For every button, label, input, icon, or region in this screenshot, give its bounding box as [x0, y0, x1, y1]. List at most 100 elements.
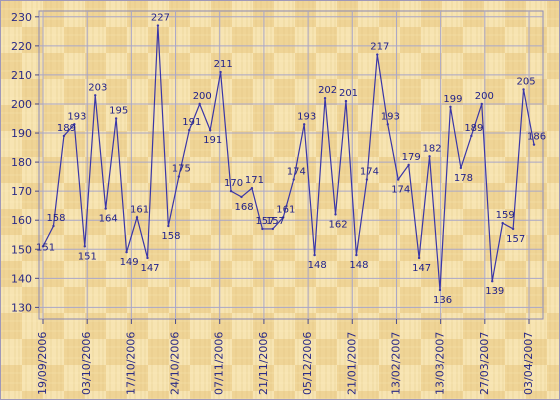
data-point-33 [386, 123, 389, 126]
data-label-40: 178 [454, 173, 473, 184]
x-tick-label-7: 21/01/2007 [345, 332, 358, 395]
data-label-35: 179 [402, 152, 421, 163]
data-label-44: 159 [496, 210, 515, 221]
data-point-27 [323, 96, 327, 100]
y-tick-label-150: 150 [11, 243, 32, 256]
x-tick-label-2: 17/10/2006 [124, 332, 137, 395]
data-point-14 [188, 128, 191, 132]
data-point-25 [302, 123, 306, 126]
data-label-14: 191 [182, 117, 201, 128]
y-tick-label-190: 190 [11, 127, 32, 140]
gridlines [39, 11, 543, 319]
data-label-41: 189 [464, 123, 483, 134]
data-label-23: 161 [276, 204, 295, 215]
data-point-41 [470, 134, 473, 138]
data-label-37: 182 [423, 143, 442, 154]
data-label-47: 186 [527, 132, 546, 143]
data-point-35 [407, 163, 410, 167]
data-label-12: 158 [161, 231, 180, 242]
data-label-26: 148 [308, 260, 327, 271]
data-point-45 [511, 227, 515, 231]
data-point-13 [177, 175, 181, 178]
data-label-1: 158 [46, 213, 65, 224]
y-tick-label-170: 170 [11, 185, 32, 198]
data-label-33: 193 [381, 111, 400, 122]
data-label-32: 217 [370, 42, 389, 53]
data-label-25: 193 [297, 111, 316, 122]
data-label-5: 203 [88, 82, 107, 93]
y-tick-label-160: 160 [11, 214, 32, 227]
data-label-36: 147 [412, 263, 431, 274]
data-label-4: 151 [78, 251, 97, 262]
data-point-36 [417, 256, 421, 260]
series-line [42, 25, 535, 290]
x-tick-label-4: 07/11/2006 [213, 332, 226, 395]
data-label-10: 147 [140, 263, 159, 274]
data-point-47 [532, 143, 536, 146]
data-label-22: 157 [266, 216, 285, 227]
data-point-5 [94, 94, 97, 97]
y-tick-label-130: 130 [11, 301, 32, 314]
y-tick-label-230: 230 [11, 11, 32, 24]
data-point-40 [459, 166, 463, 170]
data-label-29: 201 [339, 88, 358, 99]
data-label-31: 174 [360, 167, 379, 178]
x-tick-label-9: 13/03/2007 [434, 332, 447, 395]
data-point-46 [522, 88, 525, 91]
data-point-37 [428, 155, 431, 158]
data-point-15 [198, 102, 201, 106]
data-label-7: 195 [109, 106, 128, 117]
data-point-43 [491, 280, 494, 283]
series-line-group [41, 24, 536, 292]
data-point-4 [83, 245, 86, 248]
data-label-0: 151 [36, 242, 55, 253]
data-label-21: 157 [255, 216, 274, 227]
x-tick-label-6: 05/12/2006 [301, 332, 314, 395]
data-point-44 [501, 221, 504, 225]
data-point-11 [156, 24, 160, 27]
data-point-24 [292, 178, 295, 181]
data-point-7 [114, 117, 118, 120]
data-point-28 [334, 213, 337, 216]
data-label-17: 211 [214, 59, 233, 70]
data-point-34 [396, 178, 400, 181]
data-point-19 [240, 195, 243, 199]
x-tick-label-10: 27/03/2007 [478, 332, 491, 395]
x-tick-label-3: 24/10/2006 [169, 332, 182, 395]
data-label-20: 171 [245, 175, 264, 186]
data-label-28: 162 [329, 219, 348, 230]
data-point-20 [250, 187, 254, 190]
data-point-12 [167, 224, 170, 228]
y-tick-label-210: 210 [11, 69, 32, 82]
data-label-13: 175 [172, 164, 191, 175]
data-point-1 [52, 224, 55, 228]
x-tick-label-8: 13/02/2007 [389, 332, 402, 395]
data-point-9 [135, 216, 139, 219]
y-tick-label-200: 200 [11, 98, 32, 111]
data-point-18 [229, 189, 233, 193]
x-tick-label-1: 03/10/2006 [80, 332, 93, 395]
data-label-18: 170 [224, 178, 243, 189]
data-label-16: 191 [203, 135, 222, 146]
data-label-24: 174 [287, 167, 306, 178]
plot-area-border [38, 10, 544, 320]
y-tick-label-180: 180 [11, 156, 32, 169]
data-point-22 [271, 227, 275, 231]
data-point-32 [376, 53, 379, 56]
data-label-3: 193 [67, 111, 86, 122]
data-point-2 [62, 134, 66, 138]
data-label-6: 164 [99, 214, 118, 225]
x-tick-label-0: 19/09/2006 [36, 332, 49, 395]
data-point-26 [313, 253, 316, 257]
x-tick-label-11: 03/04/2007 [522, 332, 535, 395]
data-point-42 [480, 102, 483, 106]
data-label-39: 199 [443, 94, 462, 105]
data-point-3 [73, 123, 76, 126]
data-point-0 [41, 245, 45, 248]
data-point-38 [438, 288, 442, 292]
data-label-43: 139 [485, 286, 504, 297]
data-label-27: 202 [318, 85, 337, 96]
data-point-30 [355, 253, 358, 257]
